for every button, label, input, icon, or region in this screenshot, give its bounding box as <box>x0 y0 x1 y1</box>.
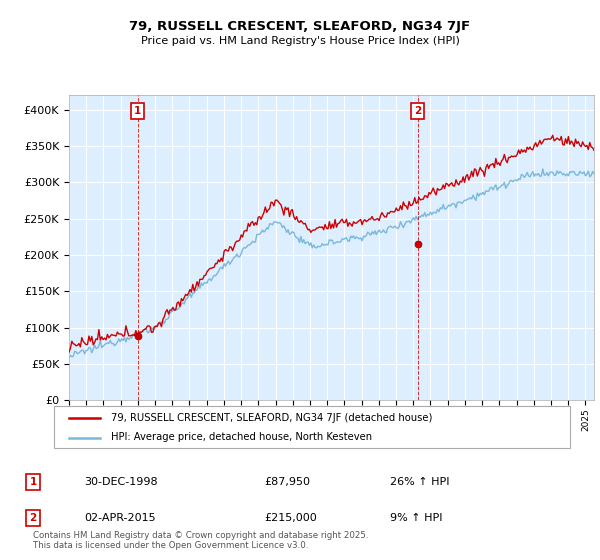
Text: Price paid vs. HM Land Registry's House Price Index (HPI): Price paid vs. HM Land Registry's House … <box>140 36 460 46</box>
Text: 79, RUSSELL CRESCENT, SLEAFORD, NG34 7JF (detached house): 79, RUSSELL CRESCENT, SLEAFORD, NG34 7JF… <box>111 413 432 423</box>
Text: 2: 2 <box>29 513 37 523</box>
Text: 02-APR-2015: 02-APR-2015 <box>84 513 155 523</box>
Text: 79, RUSSELL CRESCENT, SLEAFORD, NG34 7JF: 79, RUSSELL CRESCENT, SLEAFORD, NG34 7JF <box>130 20 470 32</box>
Text: 1: 1 <box>29 477 37 487</box>
Text: 9% ↑ HPI: 9% ↑ HPI <box>390 513 443 523</box>
Text: HPI: Average price, detached house, North Kesteven: HPI: Average price, detached house, Nort… <box>111 432 372 442</box>
Text: 30-DEC-1998: 30-DEC-1998 <box>84 477 158 487</box>
Text: £215,000: £215,000 <box>264 513 317 523</box>
FancyBboxPatch shape <box>54 406 570 448</box>
Text: 2: 2 <box>414 106 421 116</box>
Text: Contains HM Land Registry data © Crown copyright and database right 2025.
This d: Contains HM Land Registry data © Crown c… <box>33 530 368 550</box>
Text: 26% ↑ HPI: 26% ↑ HPI <box>390 477 449 487</box>
Text: £87,950: £87,950 <box>264 477 310 487</box>
Text: 1: 1 <box>134 106 142 116</box>
